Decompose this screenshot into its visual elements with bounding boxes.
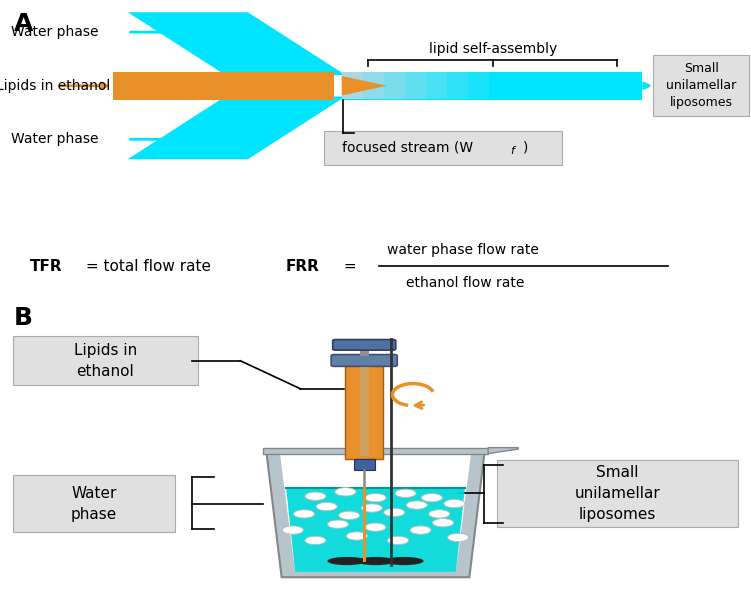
Circle shape — [395, 489, 416, 497]
FancyBboxPatch shape — [497, 460, 738, 527]
FancyBboxPatch shape — [653, 55, 749, 117]
Circle shape — [282, 526, 303, 534]
Circle shape — [448, 534, 469, 542]
Circle shape — [406, 501, 427, 509]
Bar — [113, 72, 334, 100]
Circle shape — [433, 518, 454, 527]
Bar — [354, 458, 375, 469]
Polygon shape — [280, 455, 471, 572]
Text: Small
unilamellar
liposomes: Small unilamellar liposomes — [575, 465, 660, 522]
Circle shape — [361, 504, 382, 512]
Circle shape — [429, 509, 450, 518]
Circle shape — [384, 508, 405, 517]
Polygon shape — [488, 448, 518, 454]
Text: lipid self-assembly: lipid self-assembly — [429, 42, 556, 56]
Text: Water phase: Water phase — [11, 133, 99, 146]
Circle shape — [346, 532, 367, 540]
Circle shape — [421, 494, 442, 502]
Bar — [405, 72, 426, 99]
Text: = total flow rate: = total flow rate — [81, 259, 211, 274]
Polygon shape — [128, 12, 345, 75]
FancyBboxPatch shape — [13, 336, 198, 385]
Text: =: = — [339, 259, 362, 274]
Text: Water phase: Water phase — [11, 25, 99, 39]
Bar — [345, 365, 383, 459]
Text: B: B — [14, 306, 32, 330]
Text: Small
unilamellar
liposomes: Small unilamellar liposomes — [666, 62, 737, 109]
Text: water phase flow rate: water phase flow rate — [387, 243, 538, 257]
FancyBboxPatch shape — [324, 131, 562, 165]
FancyBboxPatch shape — [13, 475, 175, 532]
Circle shape — [327, 520, 348, 528]
Circle shape — [410, 526, 431, 534]
Circle shape — [305, 536, 326, 544]
Ellipse shape — [327, 557, 366, 565]
Bar — [342, 72, 363, 99]
Text: Lipids in ethanol: Lipids in ethanol — [0, 79, 110, 92]
Circle shape — [365, 494, 386, 502]
Text: TFR: TFR — [30, 259, 62, 274]
Text: focused stream (W: focused stream (W — [342, 141, 473, 155]
Text: Lipids in
ethanol: Lipids in ethanol — [74, 343, 137, 379]
Circle shape — [294, 509, 315, 518]
FancyBboxPatch shape — [331, 355, 397, 366]
Circle shape — [335, 488, 356, 496]
Text: A: A — [14, 12, 33, 37]
Polygon shape — [267, 454, 484, 577]
Polygon shape — [128, 97, 345, 159]
Circle shape — [444, 499, 465, 508]
Bar — [360, 366, 369, 456]
Bar — [360, 348, 369, 356]
Circle shape — [365, 523, 386, 531]
Bar — [468, 72, 489, 99]
Text: ): ) — [523, 141, 528, 155]
Polygon shape — [342, 76, 387, 95]
Bar — [489, 72, 510, 99]
Text: f: f — [511, 145, 514, 155]
Circle shape — [339, 511, 360, 519]
FancyBboxPatch shape — [333, 339, 396, 350]
Circle shape — [305, 492, 326, 500]
Ellipse shape — [385, 557, 424, 565]
Bar — [363, 72, 384, 99]
Bar — [342, 72, 642, 100]
Polygon shape — [286, 488, 465, 572]
Bar — [447, 72, 468, 99]
Text: ethanol flow rate: ethanol flow rate — [406, 276, 524, 290]
Bar — [426, 72, 447, 99]
Circle shape — [388, 536, 409, 544]
Text: Water
phase: Water phase — [71, 485, 117, 522]
Bar — [384, 72, 405, 99]
Ellipse shape — [356, 557, 395, 565]
Bar — [263, 448, 488, 454]
Circle shape — [316, 502, 337, 511]
Text: FRR: FRR — [285, 259, 319, 274]
